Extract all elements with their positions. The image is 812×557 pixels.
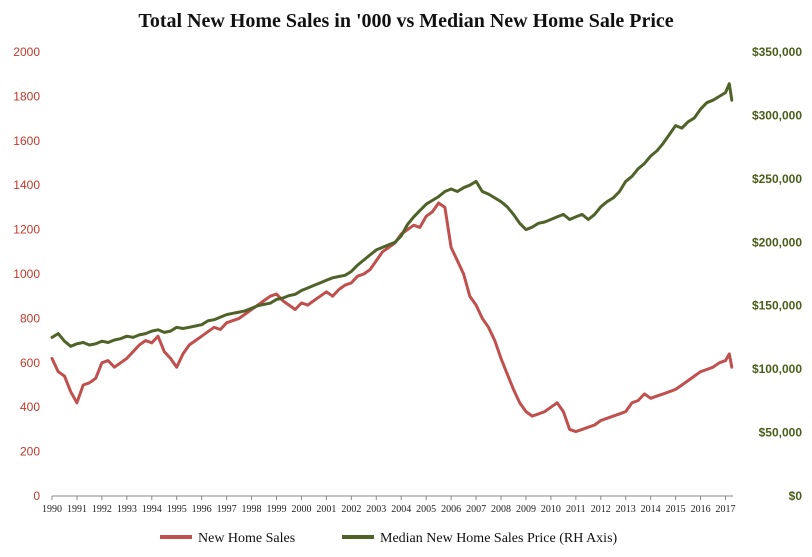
x-tick-label: 2006 — [441, 504, 461, 515]
left-tick-label: 2000 — [13, 45, 40, 59]
right-tick-label: $0 — [789, 489, 803, 503]
left-tick-label: 1400 — [13, 178, 40, 192]
right-tick-label: $50,000 — [759, 426, 803, 440]
right-tick-label: $350,000 — [752, 45, 802, 59]
left-tick-label: 1200 — [13, 223, 40, 237]
x-tick-label: 2010 — [541, 504, 561, 515]
right-tick-label: $100,000 — [752, 362, 802, 376]
x-tick-label: 2008 — [491, 504, 511, 515]
x-tick-label: 2016 — [691, 504, 711, 515]
x-tick-label: 2000 — [291, 504, 311, 515]
left-tick-label: 600 — [20, 356, 40, 370]
right-tick-label: $150,000 — [752, 299, 802, 313]
x-tick-label: 1995 — [167, 504, 187, 515]
left-tick-label: 1800 — [13, 89, 40, 103]
right-tick-label: $250,000 — [752, 172, 802, 186]
x-tick-label: 2012 — [591, 504, 611, 515]
x-tick-label: 1993 — [117, 504, 137, 515]
left-tick-label: 400 — [20, 400, 40, 414]
x-axis: 1990 1991 1992 1993 1994 1995 1996 1997 1998 1999… — [42, 495, 736, 515]
x-tick-label: 1999 — [267, 504, 287, 515]
x-tick-label: 2017 — [716, 504, 736, 515]
x-tick-label: 1994 — [142, 504, 162, 515]
series-line-new-home-sales — [50, 201, 734, 434]
left-tick-label: 1000 — [13, 267, 40, 281]
legend-label: New Home Sales — [198, 531, 295, 546]
x-tick-label: 2001 — [316, 504, 336, 515]
left-tick-label: 200 — [20, 445, 40, 459]
x-tick-label: 1991 — [67, 504, 87, 515]
left-tick-label: 0 — [33, 489, 40, 503]
x-tick-label: 2009 — [516, 504, 536, 515]
right-axis: $0 $50,000 $100,000 $150,000 $200,000 $250,00… — [752, 45, 802, 503]
x-tick-label: 1996 — [192, 504, 212, 515]
left-tick-label: 800 — [20, 311, 40, 325]
x-tick-label: 1997 — [217, 504, 237, 515]
x-tick-label: 2005 — [416, 504, 436, 515]
left-tick-label: 1600 — [13, 134, 40, 148]
x-tick-label: 2003 — [366, 504, 386, 515]
right-tick-label: $200,000 — [752, 235, 802, 249]
x-tick-label: 1992 — [92, 504, 112, 515]
legend-label: Median New Home Sales Price (RH Axis) — [380, 531, 618, 546]
x-tick-label: 2011 — [566, 504, 586, 515]
x-tick-label: 1998 — [242, 504, 262, 515]
plot-area — [50, 82, 734, 434]
series-line-median-price — [50, 82, 734, 348]
x-tick-label: 2002 — [341, 504, 361, 515]
x-tick-label: 2015 — [666, 504, 686, 515]
left-axis: 0 200 400 600 800 1000 1200 1400 1600 1800 2000 — [13, 45, 40, 503]
chart-title: Total New Home Sales in '000 vs Median N… — [138, 10, 673, 32]
x-tick-label: 2013 — [616, 504, 636, 515]
x-tick-label: 2004 — [391, 504, 411, 515]
legend: New Home Sales Median New Home Sales Pric… — [160, 531, 618, 546]
x-tick-label: 2007 — [466, 504, 486, 515]
x-tick-label: 2014 — [641, 504, 661, 515]
x-tick-label: 1990 — [42, 504, 62, 515]
right-tick-label: $300,000 — [752, 108, 802, 122]
